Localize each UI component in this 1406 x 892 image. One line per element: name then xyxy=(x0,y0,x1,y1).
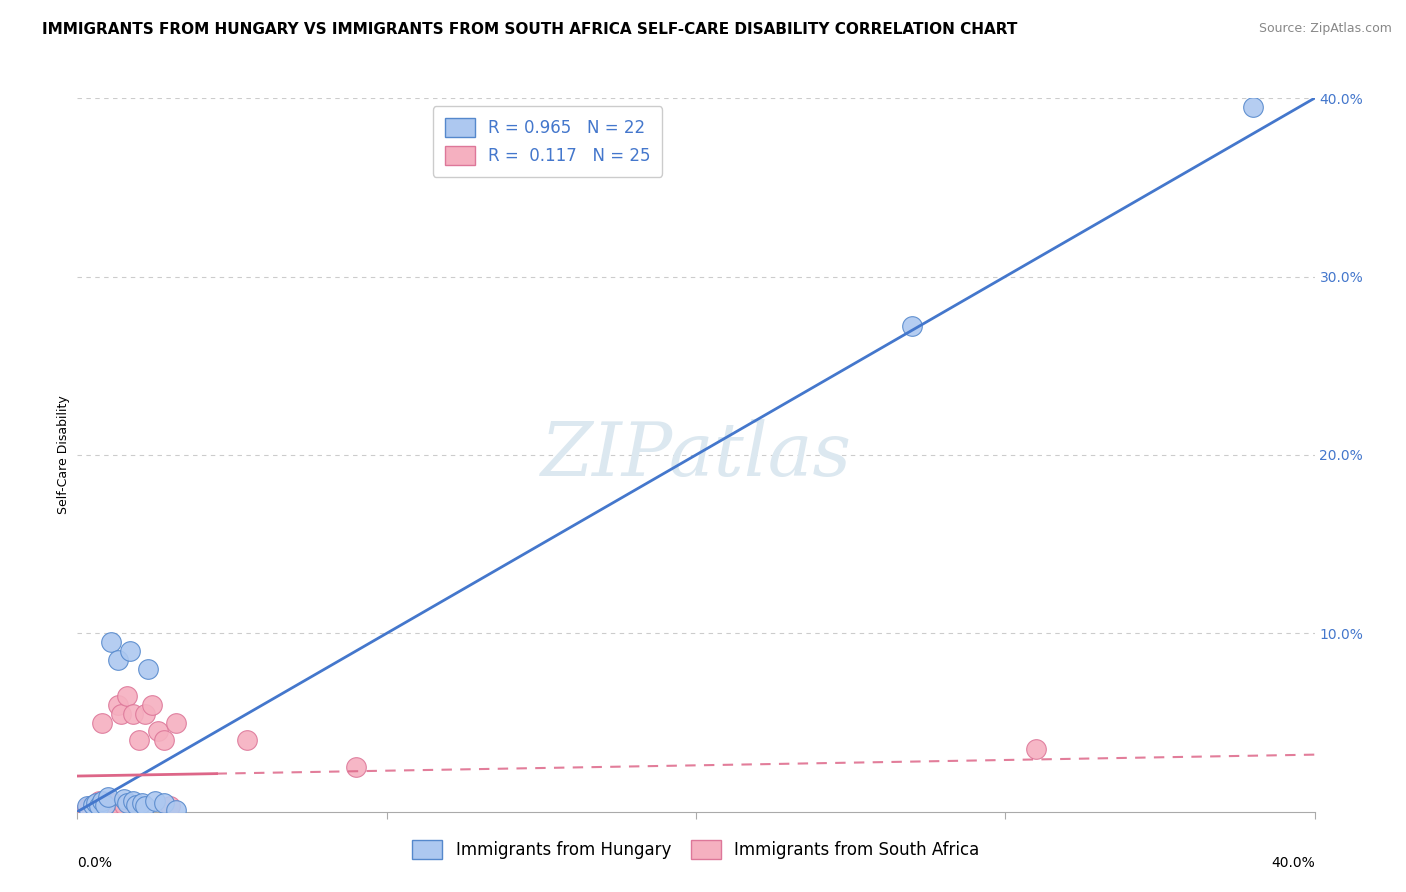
Point xyxy=(76,799,98,814)
Text: ZIPatlas: ZIPatlas xyxy=(540,418,852,491)
Point xyxy=(128,733,150,747)
Point xyxy=(146,724,169,739)
Point xyxy=(112,792,135,806)
Point xyxy=(115,689,138,703)
Point xyxy=(100,635,122,649)
Point xyxy=(122,706,145,721)
Legend: Immigrants from Hungary, Immigrants from South Africa: Immigrants from Hungary, Immigrants from… xyxy=(404,831,988,868)
Point xyxy=(165,715,187,730)
Point xyxy=(134,799,156,814)
Point xyxy=(125,797,148,812)
Point xyxy=(236,733,259,747)
Point xyxy=(131,796,153,810)
Point xyxy=(76,801,98,815)
Text: 0.0%: 0.0% xyxy=(77,856,112,871)
Point xyxy=(153,796,176,810)
Point xyxy=(84,796,107,810)
Point xyxy=(100,797,122,812)
Point xyxy=(134,706,156,721)
Point xyxy=(141,698,163,712)
Text: Source: ZipAtlas.com: Source: ZipAtlas.com xyxy=(1258,22,1392,36)
Point xyxy=(97,790,120,805)
Point xyxy=(138,662,160,676)
Point xyxy=(82,797,104,812)
Point xyxy=(110,706,132,721)
Y-axis label: Self-Care Disability: Self-Care Disability xyxy=(58,395,70,515)
Point xyxy=(91,794,114,808)
Point xyxy=(159,799,181,814)
Point xyxy=(94,797,117,812)
Point xyxy=(107,698,129,712)
Point xyxy=(87,799,110,814)
Point xyxy=(82,797,104,812)
Point xyxy=(79,799,101,814)
Text: 40.0%: 40.0% xyxy=(1271,856,1315,871)
Point xyxy=(1241,100,1264,114)
Point xyxy=(91,715,114,730)
Point xyxy=(87,794,110,808)
Point xyxy=(84,799,107,814)
Point xyxy=(97,799,120,814)
Point xyxy=(103,796,125,810)
Point xyxy=(122,794,145,808)
Point xyxy=(153,733,176,747)
Point xyxy=(94,796,117,810)
Point xyxy=(165,803,187,817)
Point xyxy=(143,794,166,808)
Point xyxy=(901,319,924,334)
Point xyxy=(344,760,367,774)
Text: IMMIGRANTS FROM HUNGARY VS IMMIGRANTS FROM SOUTH AFRICA SELF-CARE DISABILITY COR: IMMIGRANTS FROM HUNGARY VS IMMIGRANTS FR… xyxy=(42,22,1018,37)
Point xyxy=(115,796,138,810)
Point xyxy=(1025,742,1047,756)
Point xyxy=(107,653,129,667)
Point xyxy=(112,797,135,812)
Point xyxy=(118,644,141,658)
